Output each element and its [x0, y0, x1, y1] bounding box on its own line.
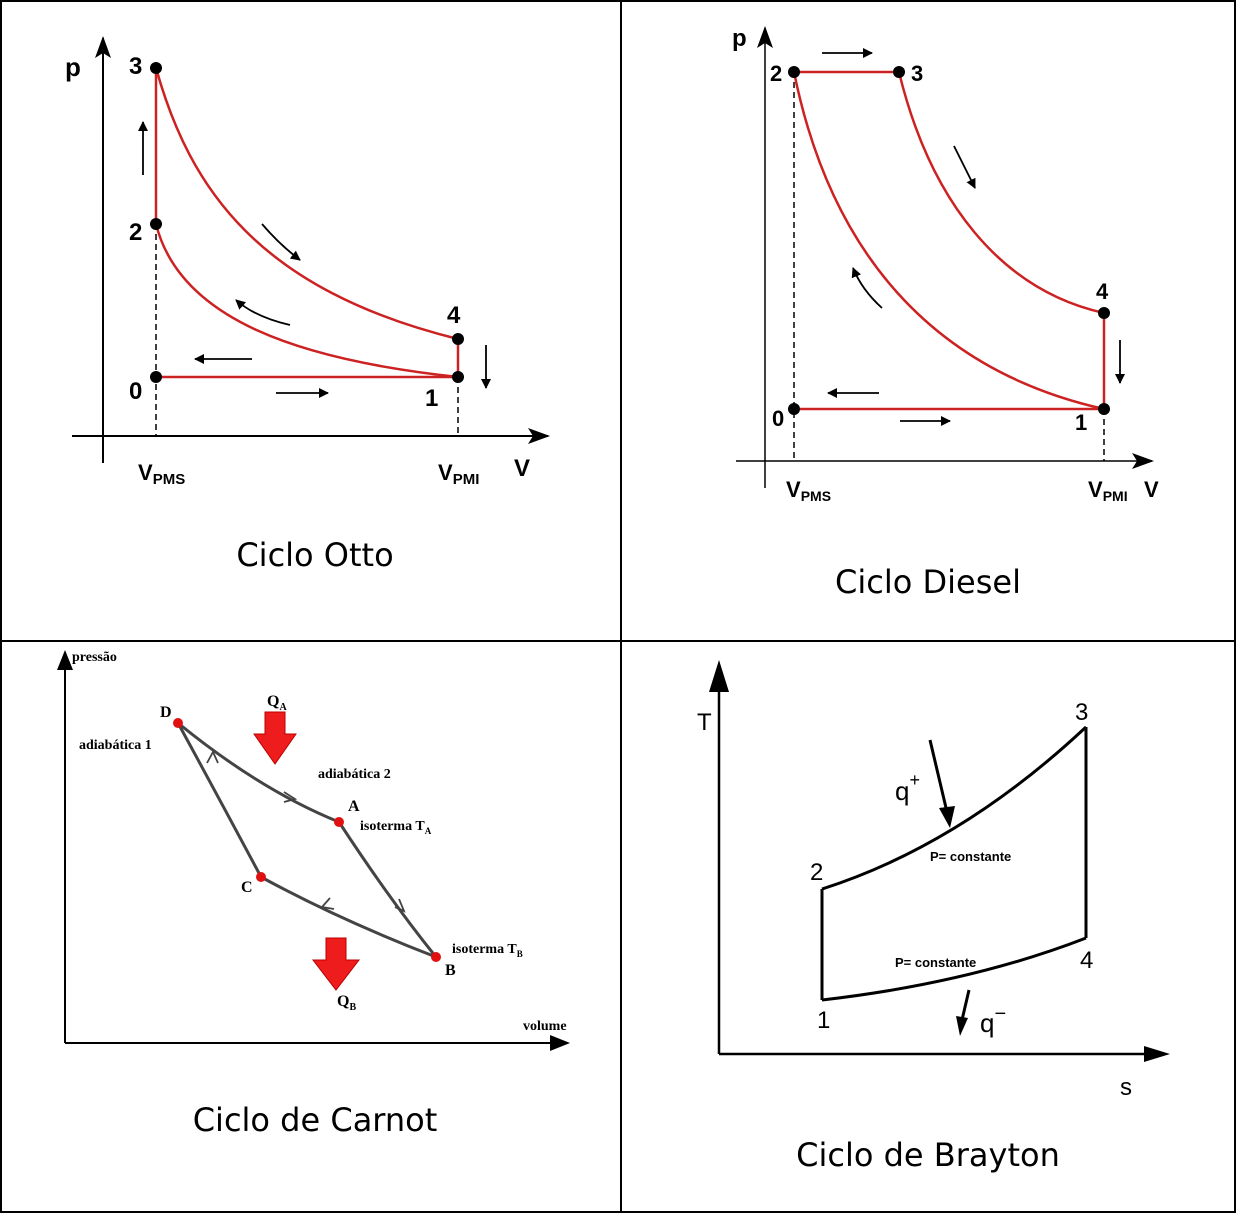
diesel-caption: Ciclo Diesel	[835, 563, 1021, 601]
carnot-points	[173, 718, 441, 962]
diesel-point-2: 2	[770, 61, 782, 86]
otto-point-1: 1	[425, 385, 438, 412]
carnot-isotherm-a: isoterma TA	[360, 819, 432, 836]
brayton-point-1: 1	[817, 1007, 830, 1034]
diesel-points	[788, 66, 1110, 415]
carnot-point-b: B	[445, 962, 456, 979]
otto-caption: Ciclo Otto	[236, 536, 394, 574]
carnot-cycle	[176, 721, 438, 959]
diesel-point-4: 4	[1096, 279, 1109, 304]
brayton-point-3: 3	[1075, 699, 1088, 726]
carnot-direction-arrows	[206, 749, 406, 913]
brayton-caption: Ciclo de Brayton	[796, 1136, 1060, 1174]
brayton-axis-t: T	[697, 709, 712, 736]
diesel-vpmi-label: VPMI	[1088, 477, 1128, 504]
diesel-diagram: p 2 3 4 0 1 VPMS VPMI V	[732, 25, 1159, 504]
otto-points	[150, 62, 464, 383]
diesel-point-1: 1	[1075, 410, 1087, 435]
otto-direction-arrows	[138, 121, 491, 398]
diesel-point-3: 3	[911, 61, 923, 86]
carnot-point-d: D	[160, 704, 172, 721]
diesel-axis-p: p	[732, 25, 747, 52]
carnot-axis-volume: volume	[523, 1019, 567, 1034]
otto-point-0: 0	[129, 378, 142, 405]
carnot-qa-label: QA	[267, 693, 287, 713]
carnot-adiabatic-2: adiabática 2	[318, 767, 391, 782]
brayton-heat-arrows	[928, 739, 971, 1021]
brayton-p-constant-top: P= constante	[930, 849, 1011, 864]
carnot-adiabatic-1: adiabática 1	[79, 738, 152, 753]
brayton-p-constant-bottom: P= constante	[895, 955, 976, 970]
carnot-caption: Ciclo de Carnot	[192, 1101, 438, 1139]
otto-point-3: 3	[129, 53, 142, 80]
carnot-qa-arrow	[253, 711, 297, 765]
carnot-point-c: C	[241, 879, 253, 896]
otto-vpms-label: VPMS	[138, 460, 185, 488]
diesel-direction-arrows	[822, 48, 1125, 426]
brayton-q-minus: q−	[980, 1003, 1006, 1038]
carnot-qb-arrow	[311, 937, 361, 991]
otto-axis-v: V	[514, 455, 530, 482]
carnot-isotherm-b: isoterma TB	[452, 942, 523, 959]
diesel-axis-v: V	[1144, 477, 1159, 502]
otto-point-2: 2	[129, 219, 142, 246]
brayton-point-2: 2	[810, 859, 823, 886]
otto-point-4: 4	[447, 302, 461, 329]
otto-axis-p: p	[65, 52, 81, 82]
carnot-qb-label: QB	[337, 993, 356, 1013]
otto-vpmi-label: VPMI	[438, 460, 479, 488]
carnot-point-a: A	[348, 798, 360, 815]
brayton-axis-s: s	[1120, 1074, 1132, 1101]
otto-cycle	[154, 67, 460, 379]
otto-diagram: p 3 2 0 4 1 VPMS VPMI V	[65, 36, 550, 488]
brayton-diagram: T s 3 2 4 1 q+ q− P= constante P= consta…	[697, 660, 1170, 1101]
brayton-cycle	[820, 725, 1088, 1002]
carnot-axis-pressao: pressão	[72, 650, 117, 665]
carnot-diagram: pressão volume QA QB D A C B adiabática …	[57, 650, 570, 1051]
diesel-point-0: 0	[772, 406, 784, 431]
brayton-point-4: 4	[1080, 947, 1093, 974]
diesel-vpms-label: VPMS	[786, 477, 831, 504]
brayton-q-plus: q+	[895, 770, 920, 806]
diesel-cycle	[792, 70, 1106, 411]
